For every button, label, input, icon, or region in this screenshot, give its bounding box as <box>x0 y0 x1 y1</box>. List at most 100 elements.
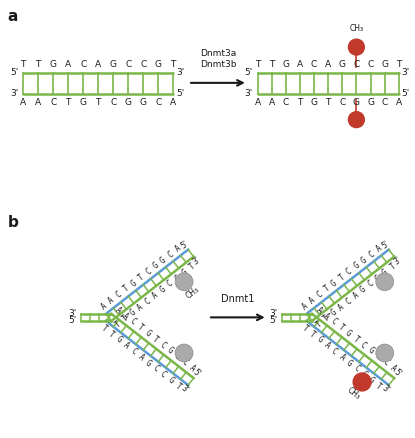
Circle shape <box>349 39 364 55</box>
Text: T: T <box>122 284 131 294</box>
Text: G: G <box>381 60 388 69</box>
Text: C: C <box>353 60 359 69</box>
Circle shape <box>175 344 193 362</box>
Text: G: G <box>144 358 153 368</box>
Text: 5': 5' <box>392 368 403 379</box>
Text: T: T <box>308 329 317 339</box>
Text: T: T <box>21 60 26 69</box>
Text: C: C <box>140 60 146 69</box>
Text: A: A <box>65 60 71 69</box>
Text: T: T <box>255 60 260 69</box>
Text: C: C <box>159 370 168 379</box>
Text: C: C <box>344 297 353 306</box>
Text: T: T <box>95 98 101 107</box>
Text: C: C <box>283 98 289 107</box>
Text: C: C <box>352 364 361 374</box>
Text: A: A <box>170 98 176 107</box>
Text: A: A <box>395 98 402 107</box>
Text: A: A <box>95 60 101 69</box>
Text: A: A <box>100 301 109 311</box>
Text: C: C <box>143 297 152 306</box>
Text: G: G <box>180 268 189 277</box>
Text: CH₃: CH₃ <box>184 285 201 300</box>
Text: C: C <box>144 267 153 277</box>
Text: G: G <box>143 328 152 339</box>
Text: T: T <box>300 323 309 333</box>
Text: Dnmt3a
Dnmt3b: Dnmt3a Dnmt3b <box>200 49 236 69</box>
Text: T: T <box>322 284 332 294</box>
Text: G: G <box>110 60 117 69</box>
Text: CH₃: CH₃ <box>345 385 362 401</box>
Text: T: T <box>322 314 331 324</box>
Text: A: A <box>300 301 309 311</box>
Text: C: C <box>155 98 161 107</box>
Text: C: C <box>151 364 161 374</box>
Text: A: A <box>121 311 130 321</box>
Text: G: G <box>50 60 57 69</box>
Text: C: C <box>367 249 376 259</box>
Text: C: C <box>165 279 175 289</box>
Text: G: G <box>367 98 374 107</box>
Text: G: G <box>129 278 138 288</box>
Text: A: A <box>122 341 131 350</box>
Text: C: C <box>50 98 56 107</box>
Circle shape <box>353 373 371 391</box>
Text: G: G <box>310 98 317 107</box>
Text: A: A <box>173 244 183 254</box>
Text: T: T <box>337 272 347 283</box>
Text: T: T <box>396 60 401 69</box>
Text: G: G <box>151 261 161 271</box>
Text: T: T <box>36 60 41 69</box>
Text: A: A <box>151 290 160 300</box>
Text: G: G <box>344 358 354 368</box>
Text: G: G <box>359 285 368 295</box>
Text: C: C <box>129 346 138 357</box>
Text: G: G <box>329 308 338 318</box>
Text: T: T <box>351 334 360 344</box>
Text: G: G <box>374 352 383 361</box>
Text: C: C <box>80 60 86 69</box>
Text: C: C <box>359 370 369 379</box>
Text: 3': 3' <box>392 255 403 267</box>
Text: 3': 3' <box>68 309 77 318</box>
Text: A: A <box>337 352 347 362</box>
Text: A: A <box>254 98 261 107</box>
Text: A: A <box>297 60 303 69</box>
Text: A: A <box>322 311 331 321</box>
Text: G: G <box>366 346 375 356</box>
Text: G: G <box>344 328 353 339</box>
Text: A: A <box>325 60 331 69</box>
Text: Dnmt1: Dnmt1 <box>221 294 254 304</box>
Text: A: A <box>114 305 123 315</box>
Text: A: A <box>374 244 383 254</box>
Text: T: T <box>114 319 123 329</box>
Text: A: A <box>388 363 398 373</box>
Text: T: T <box>151 334 160 344</box>
Text: 3': 3' <box>269 309 278 318</box>
Text: C: C <box>110 98 116 107</box>
Text: 5': 5' <box>244 68 253 78</box>
Circle shape <box>376 344 394 362</box>
Text: 5': 5' <box>179 240 190 251</box>
Text: G: G <box>165 346 175 356</box>
Text: A: A <box>351 290 360 300</box>
Text: 3': 3' <box>244 89 253 98</box>
Text: T: T <box>66 98 71 107</box>
Text: T: T <box>337 323 346 332</box>
Text: C: C <box>311 60 317 69</box>
Text: C: C <box>381 98 388 107</box>
Text: 3': 3' <box>179 384 190 396</box>
Circle shape <box>175 273 193 291</box>
Text: T: T <box>100 323 109 333</box>
Circle shape <box>349 112 364 127</box>
Text: G: G <box>155 60 162 69</box>
Text: A: A <box>137 352 146 362</box>
Text: A: A <box>308 296 317 306</box>
Text: G: G <box>367 375 376 385</box>
Text: G: G <box>114 335 124 345</box>
Text: 5': 5' <box>192 368 203 379</box>
Text: G: G <box>166 375 175 385</box>
Text: 5': 5' <box>380 240 391 251</box>
Text: A: A <box>20 98 26 107</box>
Text: 3': 3' <box>10 89 18 98</box>
